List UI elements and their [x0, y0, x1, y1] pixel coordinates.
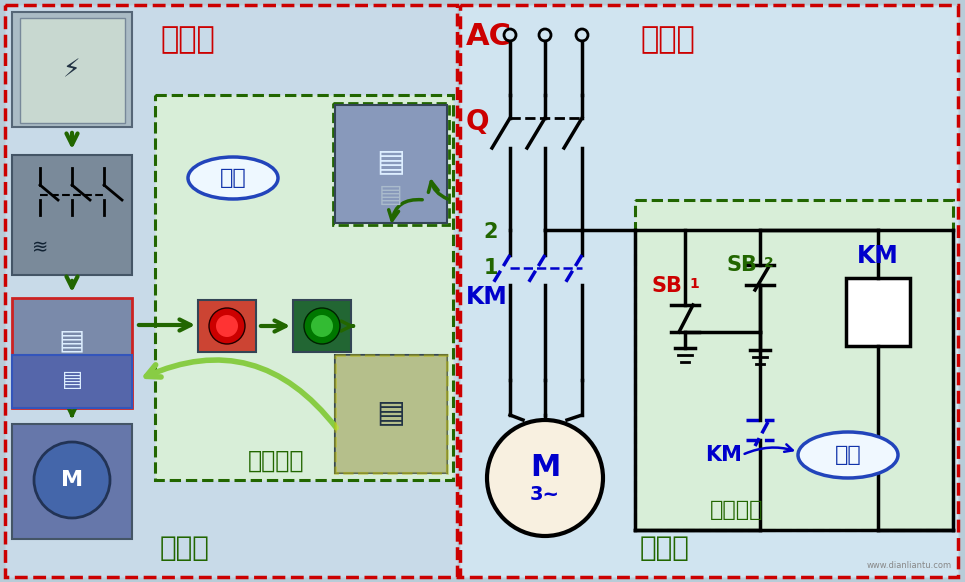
Text: ▤: ▤ — [62, 370, 82, 390]
Bar — [12, 355, 132, 408]
Text: 控制线路: 控制线路 — [248, 449, 305, 473]
Text: 控制线路: 控制线路 — [710, 500, 763, 520]
Text: 3~: 3~ — [530, 484, 560, 503]
Circle shape — [487, 420, 603, 536]
Bar — [635, 200, 953, 530]
Text: ≋: ≋ — [32, 239, 48, 257]
Bar — [12, 155, 132, 275]
Text: 电路图: 电路图 — [640, 534, 690, 562]
Circle shape — [34, 442, 110, 518]
Circle shape — [311, 315, 333, 337]
Text: ▤: ▤ — [376, 147, 405, 176]
Bar — [12, 12, 132, 127]
Text: M: M — [530, 453, 561, 482]
Text: 2: 2 — [764, 256, 774, 270]
Text: SB: SB — [726, 255, 757, 275]
Bar — [333, 103, 449, 225]
Bar — [460, 5, 958, 577]
Text: KM: KM — [705, 445, 742, 465]
Text: ▤: ▤ — [376, 399, 405, 428]
Text: 2: 2 — [483, 222, 498, 242]
Text: Q: Q — [466, 108, 489, 136]
Bar — [155, 95, 453, 480]
Text: 主线路: 主线路 — [160, 25, 215, 54]
Ellipse shape — [798, 432, 898, 478]
Circle shape — [216, 315, 238, 337]
Text: ▤: ▤ — [379, 183, 402, 207]
Text: 1: 1 — [689, 277, 699, 291]
Text: KM: KM — [857, 244, 898, 268]
Bar — [198, 300, 256, 352]
Circle shape — [304, 308, 340, 344]
Text: ⚡: ⚡ — [64, 58, 81, 82]
Text: 自锁: 自锁 — [220, 168, 246, 188]
Ellipse shape — [188, 157, 278, 199]
Bar — [12, 298, 132, 408]
Bar — [846, 278, 910, 346]
Bar — [335, 355, 447, 473]
Bar — [20, 18, 125, 123]
Text: ▤: ▤ — [59, 326, 85, 354]
Text: AC: AC — [466, 22, 512, 51]
Text: SB: SB — [651, 276, 682, 296]
Text: 主线路: 主线路 — [640, 25, 695, 54]
Text: 实物图: 实物图 — [160, 534, 209, 562]
Text: 自锁: 自锁 — [835, 445, 862, 465]
Text: 1: 1 — [483, 258, 498, 278]
Circle shape — [209, 308, 245, 344]
Bar — [5, 5, 457, 577]
Bar — [335, 355, 447, 473]
Bar — [12, 424, 132, 539]
Text: KM: KM — [466, 285, 508, 309]
Text: www.dianliantu.com: www.dianliantu.com — [867, 561, 952, 570]
Bar — [293, 300, 351, 352]
Text: M: M — [61, 470, 83, 490]
Bar — [335, 105, 447, 223]
